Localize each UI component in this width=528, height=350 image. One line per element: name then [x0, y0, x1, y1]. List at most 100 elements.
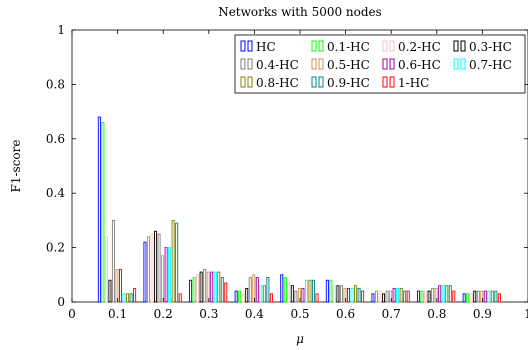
x-tick-label: 1 — [524, 307, 528, 321]
bar-0.3-HC — [473, 290, 477, 303]
bar-0.7-HC — [350, 287, 354, 303]
legend-label: 0.1-HC — [327, 40, 370, 54]
bar-0.2-HC — [104, 236, 108, 303]
bar-0.9-HC — [357, 287, 361, 303]
legend-swatch — [318, 76, 324, 88]
bar-0.3-HC — [108, 279, 112, 303]
legend-swatch — [382, 40, 388, 52]
legend-swatch — [460, 58, 466, 70]
legend-swatch — [389, 40, 395, 52]
y-axis-label: F1-score — [9, 140, 23, 193]
legend-swatch — [453, 40, 459, 52]
bar-0.6-HC — [118, 268, 123, 303]
bar-0.5-HC — [434, 287, 438, 303]
bar-0.1-HC — [238, 290, 242, 303]
y-tick-label: 0 — [57, 295, 65, 309]
y-tick-label: 0.8 — [46, 77, 65, 91]
y-tick-label: 0.4 — [46, 186, 65, 200]
x-axis-label: μ — [296, 332, 304, 346]
bar-0.6-HC — [392, 287, 396, 303]
legend-label: 0.3-HC — [469, 40, 512, 54]
bar-0.1-HC — [192, 277, 196, 303]
bar-0.2-HC — [150, 233, 154, 303]
bar-0.1-HC — [466, 293, 470, 303]
bar-0.9-HC — [175, 222, 179, 303]
bar-0.7-HC — [441, 285, 445, 303]
bar-0.4-HC — [294, 290, 298, 303]
legend-swatch — [311, 40, 317, 52]
legend-swatch — [460, 40, 466, 52]
y-tick-label: 0.6 — [46, 132, 65, 146]
bar-0.5-HC — [252, 274, 256, 303]
bar-0.2-HC — [287, 282, 291, 303]
bar-0.1-HC — [374, 290, 378, 303]
bar-0.6-HC — [210, 271, 214, 303]
bar-HC — [234, 290, 238, 303]
bar-0.2-HC — [378, 290, 382, 303]
bar-0.9-HC — [494, 290, 498, 303]
legend-frame — [234, 34, 526, 94]
bar-0.6-HC — [438, 285, 442, 303]
bar-0.3-HC — [382, 293, 386, 303]
bar-1-HC — [452, 290, 456, 303]
bar-0.3-HC — [154, 230, 158, 303]
bar-0.4-HC — [248, 277, 252, 303]
legend-swatch — [240, 76, 246, 88]
bar-0.8-HC — [399, 287, 403, 303]
bar-0.2-HC — [332, 285, 336, 303]
bar-1-HC — [497, 293, 501, 303]
legend-swatch — [240, 40, 246, 52]
legend-swatch — [311, 58, 317, 70]
legend-swatch — [382, 76, 388, 88]
bar-0.6-HC — [483, 290, 487, 303]
y-tick-label: 0.2 — [46, 241, 65, 255]
bar-0.7-HC — [122, 293, 126, 303]
bar-0.8-HC — [354, 285, 358, 303]
bar-0.3-HC — [245, 287, 249, 303]
bar-0.9-HC — [129, 293, 133, 303]
bar-0.8-HC — [490, 290, 494, 303]
x-tick-label: 0.9 — [473, 307, 492, 321]
legend-label: 0.4-HC — [256, 58, 299, 72]
legend-swatch — [247, 76, 253, 88]
bar-0.8-HC — [308, 279, 312, 303]
legend-label: 0.7-HC — [469, 58, 512, 72]
bar-0.3-HC — [336, 285, 340, 303]
legend-label: 0.5-HC — [327, 58, 370, 72]
bar-0.5-HC — [343, 287, 347, 303]
bar-0.8-HC — [217, 271, 221, 303]
bar-1-HC — [315, 293, 319, 303]
bar-HC — [97, 116, 101, 303]
bar-HC — [371, 293, 375, 303]
bar-0.1-HC — [283, 277, 287, 303]
y-tick-label: 1 — [57, 23, 65, 37]
legend-swatch — [389, 58, 395, 70]
bar-HC — [325, 279, 329, 303]
bar-0.7-HC — [213, 271, 217, 303]
x-tick-label: 0.2 — [154, 307, 173, 321]
bar-HC — [417, 290, 421, 303]
bar-0.1-HC — [420, 290, 424, 303]
bar-0.7-HC — [259, 285, 263, 303]
bar-0.1-HC — [101, 122, 105, 303]
legend-swatch — [318, 40, 324, 52]
bar-0.8-HC — [171, 219, 175, 303]
bar-0.4-HC — [431, 287, 435, 303]
bar-0.5-HC — [206, 271, 210, 303]
legend-label: 0.6-HC — [398, 58, 441, 72]
bar-0.4-HC — [339, 285, 343, 303]
bar-0.4-HC — [111, 219, 115, 303]
bars-layer — [97, 116, 501, 303]
legend-swatch — [453, 58, 459, 70]
bar-0.8-HC — [445, 285, 449, 303]
bar-0.2-HC — [469, 293, 473, 303]
legend-label: 0.8-HC — [256, 76, 299, 90]
bar-0.3-HC — [427, 290, 431, 303]
legend-swatch — [247, 40, 253, 52]
x-tick-label: 0.7 — [382, 307, 401, 321]
bar-0.8-HC — [126, 293, 130, 303]
bar-0.2-HC — [424, 290, 428, 303]
bar-0.5-HC — [480, 290, 484, 303]
bar-HC — [189, 279, 193, 303]
ticks-layer: 0 0.1 0.2 0.3 0.4 0.5 0.6 0.7 0.8 0.9 1 0 0.2 0.4 0.6 0… — [46, 23, 528, 321]
